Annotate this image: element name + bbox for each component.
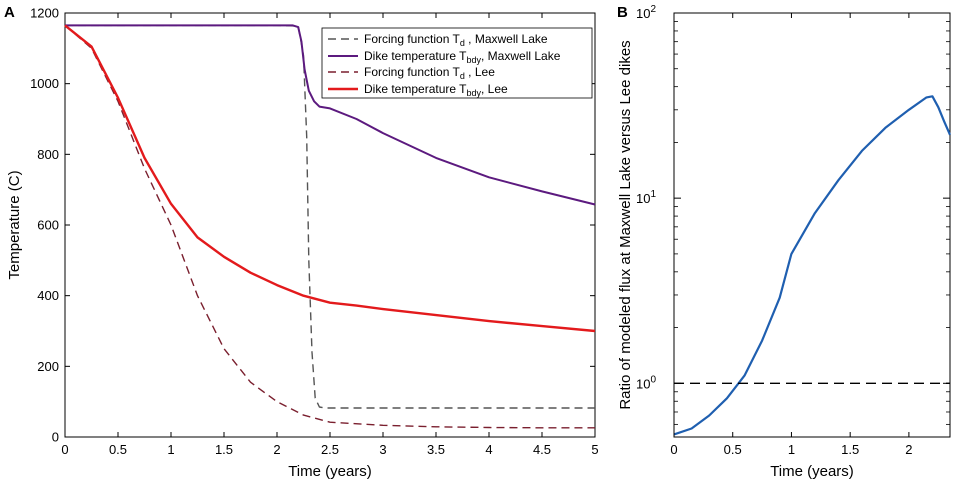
x-tick-label: 0 [670, 442, 677, 457]
x-tick-label: 5 [591, 442, 598, 457]
y-tick-label: 101 [636, 189, 656, 206]
legend-entry-forcing-maxwell: Forcing function Td , Maxwell Lake [364, 32, 548, 48]
x-tick-label: 4 [485, 442, 492, 457]
y-tick-label: 100 [636, 374, 656, 391]
y-tick-label: 800 [37, 147, 59, 162]
panel-b-x-axis-label: Time (years) [770, 463, 854, 480]
panel-a-y-ticks: 0 200 400 600 800 1000 1200 [30, 6, 595, 445]
y-tick-label: 0 [52, 430, 59, 445]
x-tick-label: 2 [905, 442, 912, 457]
series-line-forcing-function-td-lee [64, 24, 595, 429]
y-tick-label: 200 [37, 359, 59, 374]
y-tick-label: 600 [37, 218, 59, 233]
panel-b-label: B [617, 4, 628, 21]
x-tick-label: 3 [379, 442, 386, 457]
panel-b-series-group [673, 95, 952, 436]
x-tick-label: 1 [788, 442, 795, 457]
panel-b-x-ticks: 0 0.5 1 1.5 2 [670, 13, 913, 457]
legend-entry-dike-maxwell: Dike temperature Tbdy, Maxwell Lake [364, 49, 561, 65]
x-tick-label: 0.5 [109, 442, 127, 457]
panel-a-legend: Forcing function Td , Maxwell Lake Dike … [321, 27, 593, 99]
panel-a-label: A [4, 4, 15, 21]
x-tick-label: 0.5 [724, 442, 742, 457]
x-tick-label: 4.5 [533, 442, 551, 457]
y-tick-label: 400 [37, 288, 59, 303]
series-line-dike-temperature-tbdy-lee [64, 24, 596, 333]
panel-a-x-axis-label: Time (years) [288, 463, 372, 480]
panel-b: B 0 0.5 1 1.5 2 100 101 102 Time (years) Ratio… [617, 4, 952, 480]
y-tick-label: 1000 [30, 76, 59, 91]
panel-b-plot-frame [673, 12, 951, 438]
series-line-flux-ratio [673, 95, 952, 436]
panel-a: A 0 0.5 1 1.5 2 2.5 3 3.5 4 4.5 5 0 200 400 600 800 100… [4, 4, 599, 480]
panel-a-y-axis-label: Temperature (C) [6, 170, 23, 279]
panel-a-series-group [64, 24, 596, 429]
legend-box [321, 27, 593, 99]
x-tick-label: 1.5 [215, 442, 233, 457]
y-tick-label: 1200 [30, 6, 59, 21]
series-line-dike-temperature-tbdy-maxwell-lake [65, 24, 596, 206]
x-tick-label: 1.5 [841, 442, 859, 457]
panel-a-x-ticks: 0 0.5 1 1.5 2 2.5 3 3.5 4 4.5 5 [61, 13, 599, 457]
y-tick-label: 102 [636, 4, 656, 21]
legend-entry-forcing-lee: Forcing function Td , Lee [364, 65, 495, 81]
panel-b-y-axis-label: Ratio of modeled flux at Maxwell Lake ve… [617, 40, 634, 409]
x-tick-label: 2 [273, 442, 280, 457]
x-tick-label: 3.5 [427, 442, 445, 457]
legend-entry-dike-lee: Dike temperature Tbdy, Lee [364, 82, 508, 98]
x-tick-label: 2.5 [321, 442, 339, 457]
x-tick-label: 0 [61, 442, 68, 457]
panel-b-y-ticks: 100 101 102 [636, 4, 950, 425]
x-tick-label: 1 [167, 442, 174, 457]
